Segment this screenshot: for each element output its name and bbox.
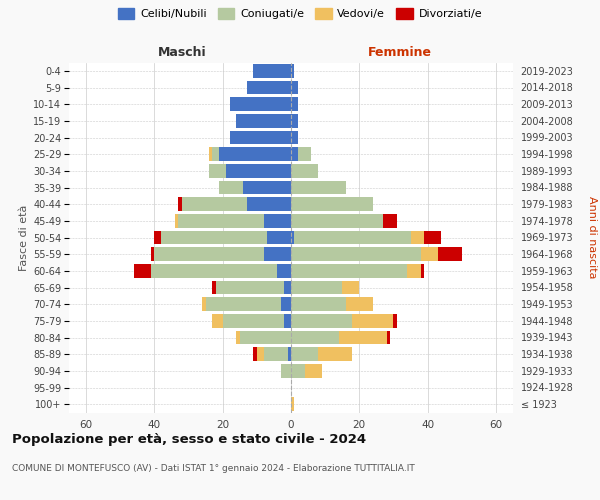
Bar	[291, 348, 319, 361]
Bar	[212, 148, 219, 161]
Bar	[243, 180, 291, 194]
Y-axis label: Anni di nascita: Anni di nascita	[587, 196, 598, 278]
Bar	[209, 164, 226, 177]
Bar	[291, 330, 339, 344]
Bar	[151, 264, 277, 278]
Bar	[424, 230, 441, 244]
Bar	[230, 130, 291, 144]
Bar	[394, 314, 397, 328]
Bar	[291, 198, 373, 211]
Bar	[281, 364, 291, 378]
Bar	[291, 98, 298, 111]
Bar	[178, 198, 182, 211]
Bar	[291, 314, 352, 328]
Bar	[291, 280, 342, 294]
Bar	[284, 314, 291, 328]
Bar	[295, 230, 410, 244]
Bar	[319, 348, 352, 361]
Bar	[253, 64, 291, 78]
Bar	[305, 364, 322, 378]
Bar	[291, 264, 407, 278]
Bar	[212, 314, 223, 328]
Bar	[178, 214, 263, 228]
Bar	[257, 348, 263, 361]
Bar	[212, 280, 216, 294]
Bar	[291, 80, 298, 94]
Legend: Celibi/Nubili, Coniugati/e, Vedovi/e, Divorziati/e: Celibi/Nubili, Coniugati/e, Vedovi/e, Di…	[118, 8, 482, 19]
Text: Femmine: Femmine	[368, 46, 432, 59]
Bar	[236, 330, 240, 344]
Bar	[247, 198, 291, 211]
Bar	[236, 114, 291, 128]
Bar	[342, 280, 359, 294]
Bar	[154, 248, 263, 261]
Bar	[175, 214, 178, 228]
Bar	[223, 314, 284, 328]
Bar	[287, 348, 291, 361]
Y-axis label: Fasce di età: Fasce di età	[19, 204, 29, 270]
Bar	[219, 148, 291, 161]
Bar	[219, 180, 243, 194]
Bar	[352, 314, 394, 328]
Bar	[291, 214, 383, 228]
Bar	[383, 214, 397, 228]
Bar	[209, 148, 212, 161]
Bar	[161, 230, 267, 244]
Bar	[291, 398, 295, 411]
Bar	[291, 230, 295, 244]
Bar	[154, 230, 161, 244]
Bar	[284, 280, 291, 294]
Text: Popolazione per età, sesso e stato civile - 2024: Popolazione per età, sesso e stato civil…	[12, 432, 366, 446]
Bar	[291, 148, 298, 161]
Bar	[339, 330, 386, 344]
Bar	[291, 164, 319, 177]
Bar	[386, 330, 390, 344]
Bar	[247, 80, 291, 94]
Bar	[291, 298, 346, 311]
Bar	[291, 64, 295, 78]
Bar	[182, 198, 247, 211]
Bar	[291, 130, 298, 144]
Bar	[421, 248, 438, 261]
Bar	[240, 330, 291, 344]
Bar	[263, 248, 291, 261]
Bar	[410, 230, 424, 244]
Bar	[277, 264, 291, 278]
Bar	[151, 248, 154, 261]
Bar	[202, 298, 206, 311]
Bar	[291, 180, 346, 194]
Bar	[263, 348, 287, 361]
Bar	[421, 264, 424, 278]
Bar	[226, 164, 291, 177]
Bar	[253, 348, 257, 361]
Bar	[298, 148, 311, 161]
Bar	[230, 98, 291, 111]
Bar	[407, 264, 421, 278]
Bar	[346, 298, 373, 311]
Bar	[291, 248, 421, 261]
Bar	[291, 114, 298, 128]
Text: COMUNE DI MONTEFUSCO (AV) - Dati ISTAT 1° gennaio 2024 - Elaborazione TUTTITALIA: COMUNE DI MONTEFUSCO (AV) - Dati ISTAT 1…	[12, 464, 415, 473]
Bar	[267, 230, 291, 244]
Bar	[438, 248, 462, 261]
Bar	[263, 214, 291, 228]
Text: Maschi: Maschi	[157, 46, 206, 59]
Bar	[216, 280, 284, 294]
Bar	[206, 298, 281, 311]
Bar	[281, 298, 291, 311]
Bar	[291, 364, 305, 378]
Bar	[134, 264, 151, 278]
